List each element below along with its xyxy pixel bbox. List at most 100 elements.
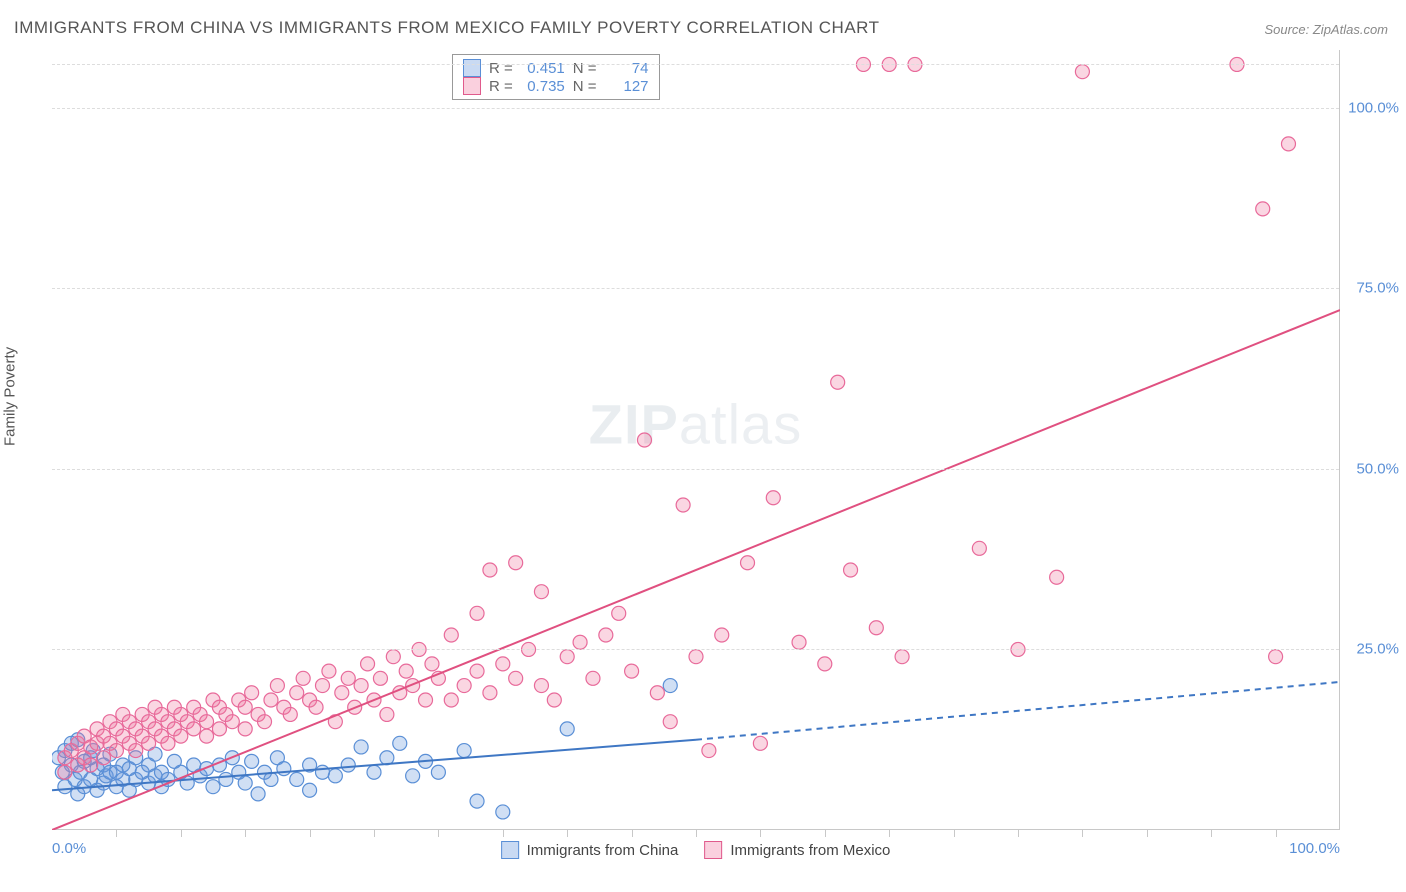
scatter-point [509, 556, 523, 570]
scatter-point [547, 693, 561, 707]
scatter-point [277, 762, 291, 776]
scatter-point [663, 715, 677, 729]
scatter-point [895, 650, 909, 664]
scatter-point [431, 765, 445, 779]
legend-item-china: Immigrants from China [501, 841, 679, 859]
scatter-point [637, 433, 651, 447]
scatter-point [792, 635, 806, 649]
x-tick [116, 829, 117, 837]
scatter-point [625, 664, 639, 678]
x-tick-label: 100.0% [1289, 840, 1340, 857]
scatter-point [470, 664, 484, 678]
scatter-point [270, 679, 284, 693]
scatter-point [444, 628, 458, 642]
scatter-point [206, 780, 220, 794]
grid-line [52, 469, 1339, 470]
scatter-point [1256, 202, 1270, 216]
scatter-point [766, 491, 780, 505]
scatter-point [715, 628, 729, 642]
y-tick-label: 50.0% [1356, 460, 1399, 477]
scatter-point [84, 758, 98, 772]
x-tick [503, 829, 504, 837]
scatter-svg [52, 50, 1340, 830]
grid-line [52, 649, 1339, 650]
x-tick [632, 829, 633, 837]
scatter-point [238, 700, 252, 714]
y-tick-label: 100.0% [1348, 99, 1399, 116]
scatter-point [174, 729, 188, 743]
scatter-point [315, 679, 329, 693]
scatter-point [470, 794, 484, 808]
scatter-point [187, 722, 201, 736]
scatter-point [309, 700, 323, 714]
scatter-point [844, 563, 858, 577]
plot-area: ZIPatlas R = 0.451 N = 74 R = 0.735 N = … [52, 50, 1340, 830]
scatter-point [676, 498, 690, 512]
y-axis-label: Family Poverty [2, 347, 19, 446]
scatter-point [251, 787, 265, 801]
scatter-point [509, 671, 523, 685]
scatter-point [972, 541, 986, 555]
x-tick [1082, 829, 1083, 837]
scatter-point [341, 671, 355, 685]
scatter-point [212, 722, 226, 736]
x-tick [696, 829, 697, 837]
x-tick [310, 829, 311, 837]
x-tick [760, 829, 761, 837]
scatter-point [534, 585, 548, 599]
scatter-point [560, 722, 574, 736]
x-tick-label: 0.0% [52, 840, 86, 857]
scatter-point [663, 679, 677, 693]
scatter-point [303, 783, 317, 797]
legend-item-mexico: Immigrants from Mexico [704, 841, 890, 859]
x-tick [438, 829, 439, 837]
scatter-point [129, 744, 143, 758]
scatter-point [1269, 650, 1283, 664]
scatter-point [283, 707, 297, 721]
scatter-point [753, 736, 767, 750]
scatter-point [419, 693, 433, 707]
scatter-point [380, 707, 394, 721]
scatter-point [1281, 137, 1295, 151]
x-tick [825, 829, 826, 837]
scatter-point [238, 722, 252, 736]
x-tick [1276, 829, 1277, 837]
scatter-point [290, 772, 304, 786]
scatter-point [200, 729, 214, 743]
scatter-point [290, 686, 304, 700]
y-tick-label: 75.0% [1356, 280, 1399, 297]
scatter-point [341, 758, 355, 772]
scatter-point [406, 769, 420, 783]
scatter-point [328, 769, 342, 783]
scatter-point [296, 671, 310, 685]
scatter-point [831, 375, 845, 389]
scatter-point [496, 805, 510, 819]
scatter-point [470, 606, 484, 620]
scatter-point [361, 657, 375, 671]
scatter-point [109, 744, 123, 758]
scatter-point [702, 744, 716, 758]
swatch-mexico [704, 841, 722, 859]
x-tick [1018, 829, 1019, 837]
series-legend: Immigrants from China Immigrants from Me… [501, 841, 891, 859]
swatch-china [501, 841, 519, 859]
scatter-point [741, 556, 755, 570]
scatter-point [161, 736, 175, 750]
scatter-point [869, 621, 883, 635]
scatter-point [142, 736, 156, 750]
scatter-point [322, 664, 336, 678]
scatter-point [534, 679, 548, 693]
grid-line [52, 288, 1339, 289]
grid-line [52, 108, 1339, 109]
scatter-point [225, 715, 239, 729]
scatter-point [483, 563, 497, 577]
scatter-point [496, 657, 510, 671]
scatter-point [200, 715, 214, 729]
scatter-point [650, 686, 664, 700]
scatter-point [560, 650, 574, 664]
x-tick [889, 829, 890, 837]
x-tick [567, 829, 568, 837]
y-tick-label: 25.0% [1356, 641, 1399, 658]
x-tick [1147, 829, 1148, 837]
scatter-point [425, 657, 439, 671]
